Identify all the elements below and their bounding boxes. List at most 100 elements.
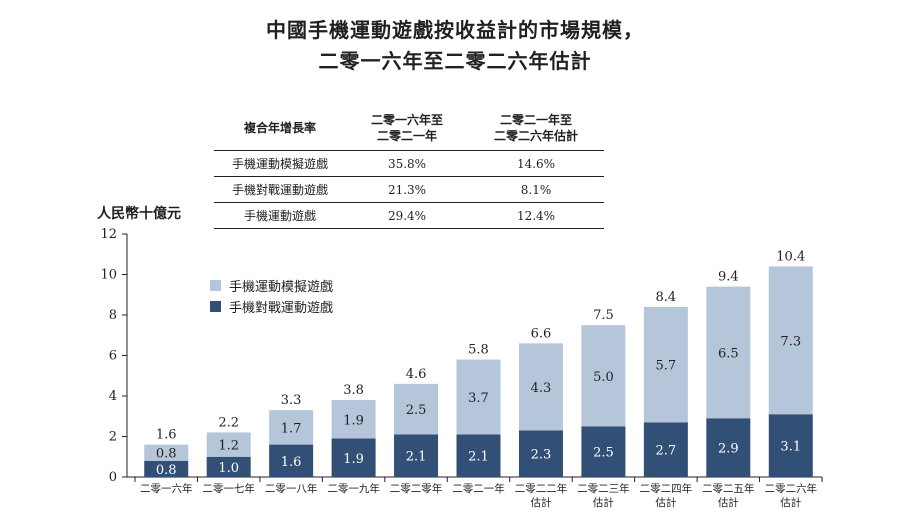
legend-item-battle: 手機對戰運動遊戲 <box>210 297 333 316</box>
x-tick-label: 二零二一年 <box>452 482 505 495</box>
cagr-row: 手機運動模擬遊戲 35.8% 14.6% <box>214 150 604 177</box>
x-tick-label: 估計 <box>718 496 739 509</box>
cagr-col1-header-line2: 二零二一年 <box>376 129 437 143</box>
bar-segment-simulation <box>269 410 314 445</box>
chart-title-line2: 二零一六年至二零二六年估計 <box>318 49 592 73</box>
data-label-battle: 2.1 <box>406 450 427 465</box>
data-label-battle: 2.3 <box>531 448 552 463</box>
bar-segment-battle <box>768 414 813 477</box>
cagr-row-value: 14.6% <box>468 150 604 177</box>
x-tick-label: 二零一七年 <box>202 482 255 495</box>
bar-segment-battle <box>206 456 251 477</box>
bar-segment-battle <box>269 444 314 477</box>
y-tick-label: 2 <box>109 430 117 445</box>
legend-swatch-battle <box>210 301 221 312</box>
data-label-battle: 1.0 <box>218 461 239 476</box>
data-label-battle: 1.6 <box>281 455 302 470</box>
data-label-battle: 2.9 <box>718 442 739 457</box>
y-tick-label: 6 <box>109 349 117 364</box>
data-label-total: 3.3 <box>281 393 302 408</box>
y-tick-label: 4 <box>109 389 117 404</box>
cagr-col2-header: 二零二一年至 二零二六年估計 <box>468 106 604 151</box>
bar-segment-simulation <box>518 343 563 431</box>
legend-swatch-simulation <box>210 280 221 291</box>
data-label-total: 1.6 <box>156 428 177 443</box>
cagr-col2-header-line2: 二零二六年估計 <box>493 129 578 143</box>
cagr-row: 手機運動遊戲 29.4% 12.4% <box>214 202 604 229</box>
data-label-simulation: 0.8 <box>156 447 177 462</box>
bar-segment-battle <box>331 438 376 477</box>
bar-segment-simulation <box>206 432 251 457</box>
cagr-col1-header: 二零一六年至 二零二一年 <box>346 106 468 151</box>
data-label-simulation: 3.7 <box>468 391 489 406</box>
bar-segment-battle <box>643 422 688 477</box>
y-axis-label: 人民幣十億元 <box>97 206 181 222</box>
data-label-battle: 3.1 <box>780 440 801 455</box>
bar-segment-battle <box>706 418 751 477</box>
x-tick-label: 二零二零年 <box>390 482 443 495</box>
x-tick-label: 二零一八年 <box>265 482 318 495</box>
x-tick-label: 估計 <box>593 496 614 509</box>
data-label-total: 10.4 <box>776 249 805 264</box>
data-label-total: 8.4 <box>656 290 677 305</box>
bar-segment-simulation <box>643 306 688 423</box>
data-label-simulation: 1.9 <box>343 413 364 428</box>
cagr-row-value: 8.1% <box>468 176 604 203</box>
y-tick-label: 10 <box>100 268 117 283</box>
legend-label-simulation: 手機運動模擬遊戲 <box>229 280 334 295</box>
bar-segment-simulation <box>331 400 376 439</box>
bar-segment-simulation <box>581 325 626 427</box>
data-label-simulation: 4.3 <box>531 381 552 396</box>
legend-label-battle: 手機對戰運動遊戲 <box>229 301 334 316</box>
data-label-total: 3.8 <box>343 383 364 398</box>
data-label-simulation: 1.2 <box>218 439 239 454</box>
data-label-total: 5.8 <box>468 343 489 358</box>
bar-segment-battle <box>581 426 626 477</box>
bar-segment-battle <box>456 434 501 477</box>
cagr-row-label: 手機運動模擬遊戲 <box>214 150 346 177</box>
data-label-simulation: 1.7 <box>281 421 302 436</box>
cagr-row-value: 35.8% <box>346 150 468 177</box>
y-tick-label: 12 <box>100 227 117 242</box>
x-tick-label: 二零二三年 <box>577 482 630 495</box>
x-tick-label: 二零一六年 <box>140 482 193 495</box>
bar-segment-simulation <box>456 359 501 435</box>
data-label-total: 6.6 <box>531 326 552 341</box>
x-tick-label: 二零二四年 <box>640 482 693 495</box>
x-tick-label: 估計 <box>530 496 551 509</box>
y-tick-label: 8 <box>109 308 117 323</box>
x-tick-label: 二零二六年 <box>765 482 818 495</box>
cagr-row-label: 手機對戰運動遊戲 <box>214 176 346 203</box>
cagr-col1-header-line1: 二零一六年至 <box>370 113 443 127</box>
x-tick-label: 二零二二年 <box>515 482 568 495</box>
x-tick-label: 二零一九年 <box>327 482 380 495</box>
bar-segment-simulation <box>706 286 751 419</box>
data-label-battle: 0.8 <box>156 463 177 478</box>
data-label-battle: 2.1 <box>468 450 489 465</box>
legend-item-simulation: 手機運動模擬遊戲 <box>210 276 333 295</box>
data-label-simulation: 6.5 <box>718 346 739 361</box>
cagr-header-label: 複合年增長率 <box>214 106 346 151</box>
y-tick-label: 0 <box>109 470 117 485</box>
bar-segment-simulation <box>768 266 813 415</box>
x-tick-label: 估計 <box>655 496 676 509</box>
data-label-total: 9.4 <box>718 270 739 285</box>
bar-segment-battle <box>518 430 563 477</box>
x-tick-label: 估計 <box>780 496 801 509</box>
cagr-col2-header-line1: 二零二一年至 <box>499 113 572 127</box>
bar-segment-simulation <box>394 383 439 435</box>
cagr-row-value: 29.4% <box>346 202 468 229</box>
bar-segment-battle <box>394 434 439 477</box>
cagr-table: 複合年增長率 二零一六年至 二零二一年 二零二一年至 二零二六年估計 手機運動模… <box>214 106 604 229</box>
data-label-battle: 2.5 <box>593 446 614 461</box>
cagr-row: 手機對戰運動遊戲 21.3% 8.1% <box>214 176 604 203</box>
cagr-row-value: 21.3% <box>346 176 468 203</box>
data-label-simulation: 7.3 <box>780 334 801 349</box>
data-label-battle: 2.7 <box>656 444 677 459</box>
data-label-simulation: 5.0 <box>593 370 614 385</box>
x-tick-label: 二零二五年 <box>702 482 755 495</box>
data-label-total: 2.2 <box>218 415 239 430</box>
data-label-simulation: 5.7 <box>656 359 677 374</box>
data-label-battle: 1.9 <box>343 452 364 467</box>
